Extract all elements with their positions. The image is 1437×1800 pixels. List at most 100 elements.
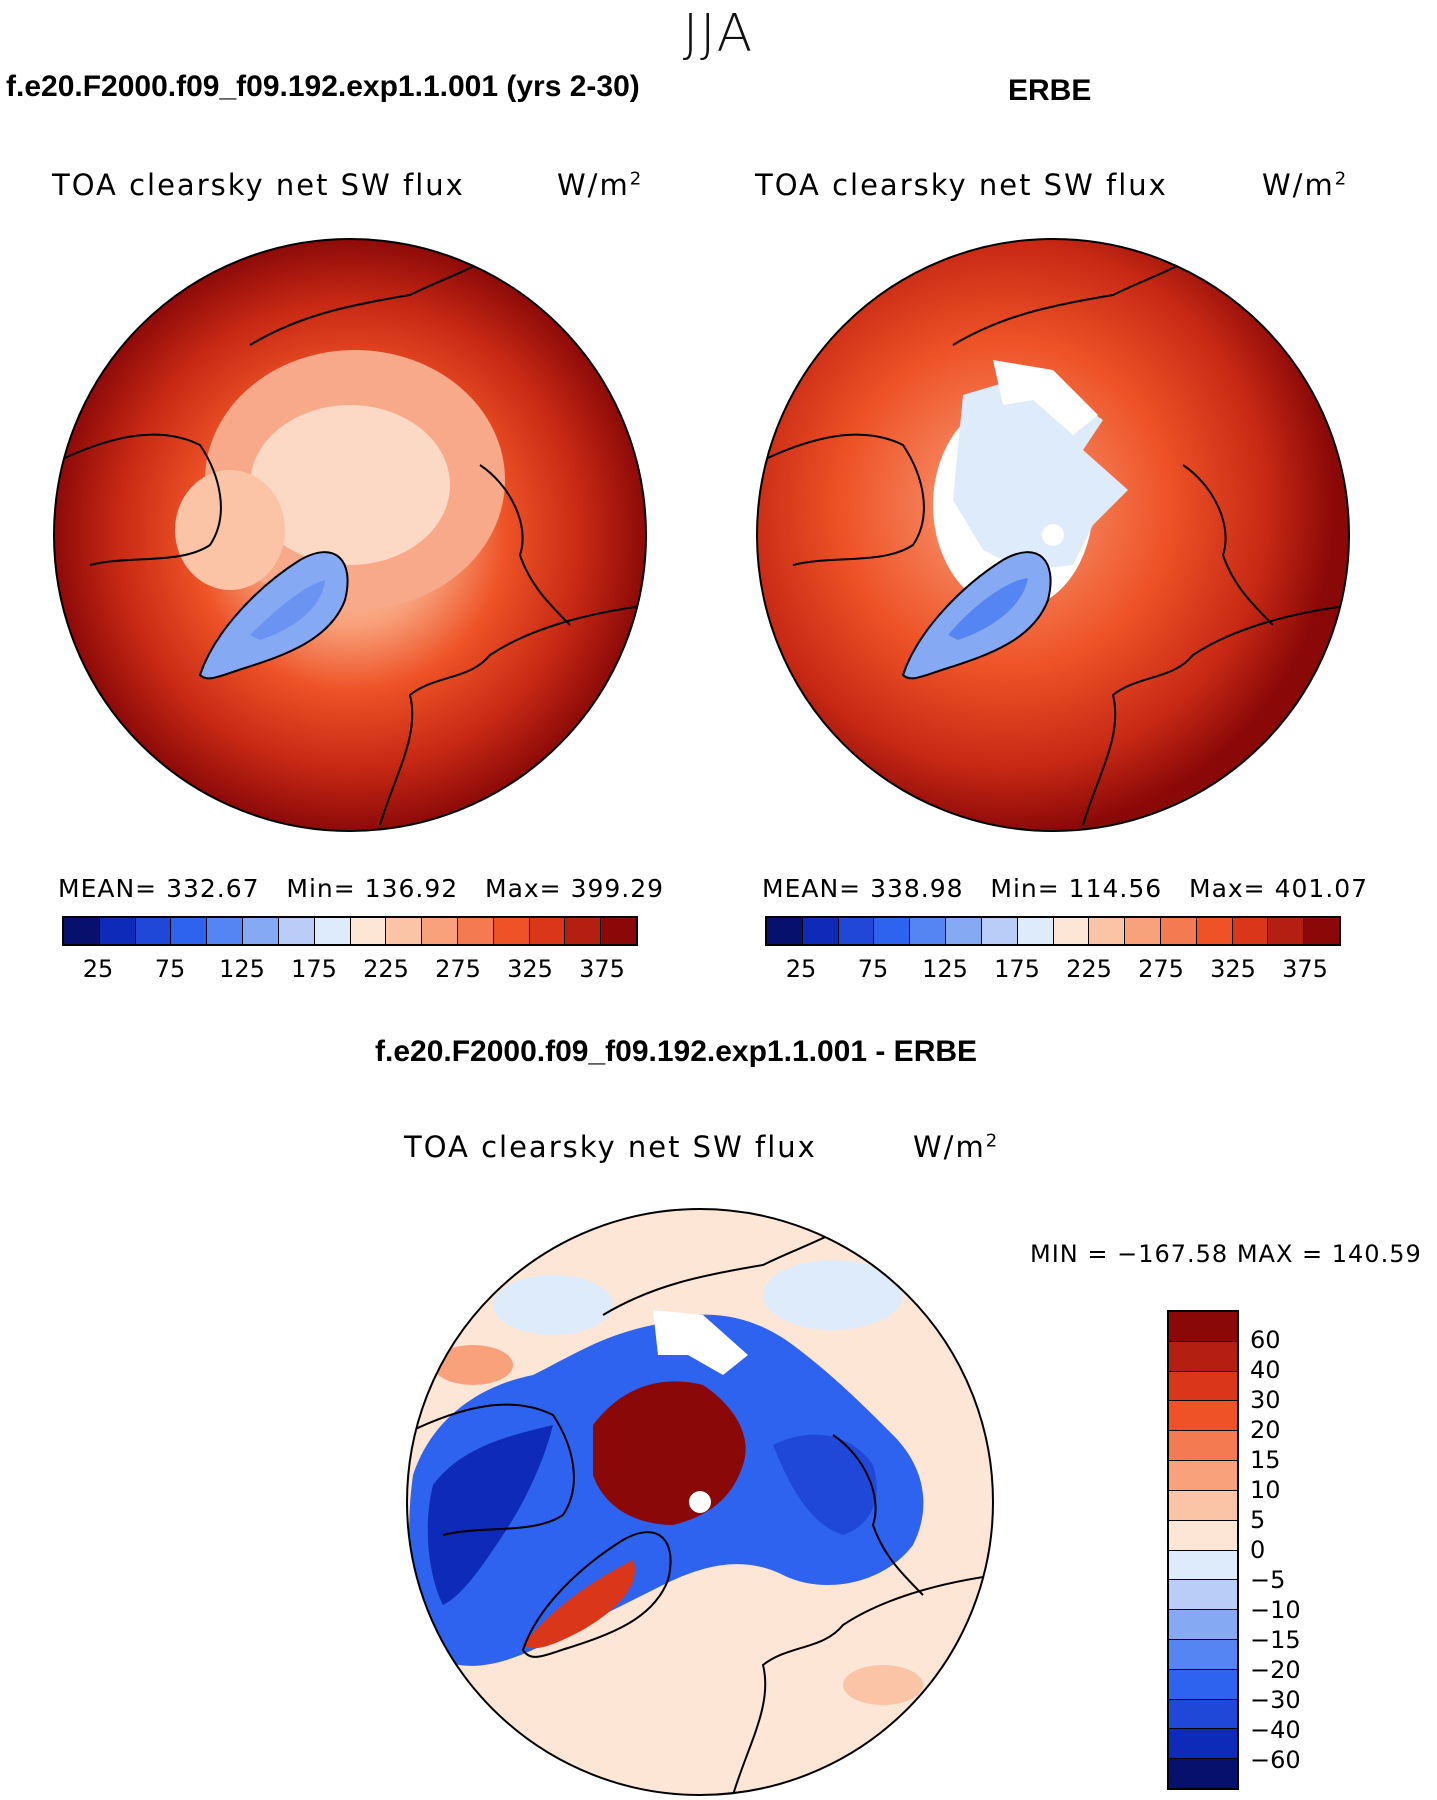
colorbar-tick: 275 bbox=[435, 955, 481, 983]
colorbar-bin bbox=[1169, 1699, 1237, 1730]
obs-variable-title: TOA clearsky net SW flux bbox=[755, 168, 1168, 202]
colorbar-tick: 275 bbox=[1138, 955, 1184, 983]
colorbar-label: −10 bbox=[1250, 1596, 1301, 1624]
diff-minmax: MIN = −167.58 MAX = 140.59 bbox=[1030, 1240, 1422, 1268]
colorbar-label: 20 bbox=[1250, 1416, 1281, 1444]
model-units: W/m2 bbox=[557, 168, 644, 202]
colorbar-bin bbox=[601, 918, 636, 944]
colorbar-bin bbox=[946, 918, 982, 944]
obs-pole-hole bbox=[1042, 524, 1064, 546]
colorbar-label: −5 bbox=[1250, 1566, 1286, 1594]
diff-patch-red bbox=[433, 1345, 513, 1385]
colorbar-bin bbox=[386, 918, 423, 944]
colorbar-bin bbox=[314, 918, 351, 944]
diff-coastline-north-america bbox=[407, 1403, 575, 1536]
colorbar-tick: 375 bbox=[579, 955, 625, 983]
diff-case-title: f.e20.F2000.f09_f09.192.exp1.1.001 - ERB… bbox=[375, 1035, 978, 1068]
colorbar-bin bbox=[1125, 918, 1161, 944]
colorbar-bin bbox=[802, 918, 839, 944]
colorbar-bin bbox=[422, 918, 458, 944]
obs-polar-map bbox=[756, 238, 1350, 832]
colorbar-bin bbox=[1304, 918, 1339, 944]
colorbar-bin bbox=[1169, 1312, 1237, 1342]
obs-coastline-north-america bbox=[757, 433, 925, 566]
colorbar-label: −40 bbox=[1250, 1716, 1301, 1744]
colorbar-label: 40 bbox=[1250, 1356, 1281, 1384]
colorbar-bin bbox=[1017, 918, 1054, 944]
obs-colorbar-ticks: 25 75 125 175 225 275 325 375 bbox=[765, 955, 1341, 985]
obs-missing-data-wedge bbox=[993, 360, 1098, 435]
diff-polar-map bbox=[406, 1208, 994, 1796]
colorbar-tick: 325 bbox=[1210, 955, 1256, 983]
colorbar-bin bbox=[1169, 1550, 1237, 1581]
colorbar-tick: 75 bbox=[154, 955, 186, 983]
colorbar-tick: 125 bbox=[219, 955, 265, 983]
colorbar-bin bbox=[135, 918, 172, 944]
diff-variable-title: TOA clearsky net SW flux bbox=[404, 1130, 817, 1164]
colorbar-bin bbox=[1232, 918, 1269, 944]
colorbar-bin bbox=[1196, 918, 1233, 944]
model-case-title: f.e20.F2000.f09_f09.192.exp1.1.001 (yrs … bbox=[6, 70, 640, 103]
colorbar-label: 15 bbox=[1250, 1446, 1281, 1474]
colorbar-tick: 225 bbox=[363, 955, 409, 983]
colorbar-bin bbox=[1169, 1639, 1237, 1670]
diff-units: W/m2 bbox=[913, 1130, 1000, 1164]
colorbar-label: 10 bbox=[1250, 1476, 1281, 1504]
colorbar-tick: 225 bbox=[1066, 955, 1112, 983]
model-coastline-north-america bbox=[54, 433, 222, 566]
diff-patch-blue bbox=[763, 1260, 903, 1330]
model-polar-map bbox=[53, 238, 647, 832]
colorbar-label: −30 bbox=[1250, 1686, 1301, 1714]
obs-colorbar bbox=[765, 916, 1341, 946]
colorbar-bin bbox=[529, 918, 566, 944]
colorbar-label: 30 bbox=[1250, 1386, 1281, 1414]
colorbar-bin bbox=[350, 918, 387, 944]
colorbar-bin bbox=[1169, 1520, 1237, 1551]
obs-map-border bbox=[756, 238, 1350, 832]
colorbar-bin bbox=[767, 918, 803, 944]
colorbar-bin bbox=[278, 918, 315, 944]
obs-coastline-scandinavia bbox=[1082, 604, 1349, 826]
colorbar-bin bbox=[1169, 1669, 1237, 1700]
colorbar-tick: 325 bbox=[507, 955, 553, 983]
model-greenland-core bbox=[250, 580, 325, 640]
colorbar-bin bbox=[243, 918, 279, 944]
colorbar-label: 5 bbox=[1250, 1506, 1266, 1534]
colorbar-bin bbox=[1169, 1341, 1237, 1372]
diff-coastline-siberia bbox=[832, 1434, 924, 1596]
model-coastline-scandinavia bbox=[379, 604, 646, 826]
colorbar-bin bbox=[1169, 1431, 1237, 1462]
colorbar-bin bbox=[1169, 1371, 1237, 1402]
diff-coastline-scandinavia bbox=[732, 1574, 993, 1795]
diff-map-border bbox=[406, 1208, 994, 1796]
colorbar-tick: 175 bbox=[291, 955, 337, 983]
diff-positive-greenland bbox=[523, 1560, 635, 1649]
colorbar-bin bbox=[99, 918, 136, 944]
model-variable-title: TOA clearsky net SW flux bbox=[52, 168, 465, 202]
model-archipelago-region bbox=[175, 470, 285, 590]
colorbar-bin bbox=[1169, 1461, 1237, 1491]
model-colorbar bbox=[62, 916, 638, 946]
colorbar-label: 0 bbox=[1250, 1536, 1266, 1564]
colorbar-bin bbox=[207, 918, 244, 944]
diff-patch-red bbox=[843, 1665, 923, 1705]
colorbar-bin bbox=[1169, 1490, 1237, 1521]
colorbar-tick: 175 bbox=[994, 955, 1040, 983]
colorbar-tick: 25 bbox=[785, 955, 817, 983]
diff-strong-positive-pole bbox=[593, 1381, 746, 1525]
colorbar-tick: 125 bbox=[922, 955, 968, 983]
season-title: JJA bbox=[682, 4, 755, 64]
colorbar-label: −15 bbox=[1250, 1626, 1301, 1654]
diff-patch-blue bbox=[493, 1275, 613, 1335]
model-pole-region bbox=[250, 405, 450, 565]
obs-case-title: ERBE bbox=[1008, 74, 1092, 107]
colorbar-bin bbox=[493, 918, 530, 944]
colorbar-bin bbox=[1169, 1759, 1237, 1788]
colorbar-bin bbox=[565, 918, 602, 944]
diff-colorbar-labels: 60 40 30 20 15 10 5 0 −5 −10 −15 −20 −30… bbox=[1250, 1310, 1340, 1790]
model-colorbar-ticks: 25 75 125 175 225 275 325 375 bbox=[62, 955, 638, 985]
colorbar-bin bbox=[1268, 918, 1305, 944]
colorbar-tick: 375 bbox=[1282, 955, 1328, 983]
colorbar-tick: 75 bbox=[857, 955, 889, 983]
colorbar-bin bbox=[1089, 918, 1126, 944]
